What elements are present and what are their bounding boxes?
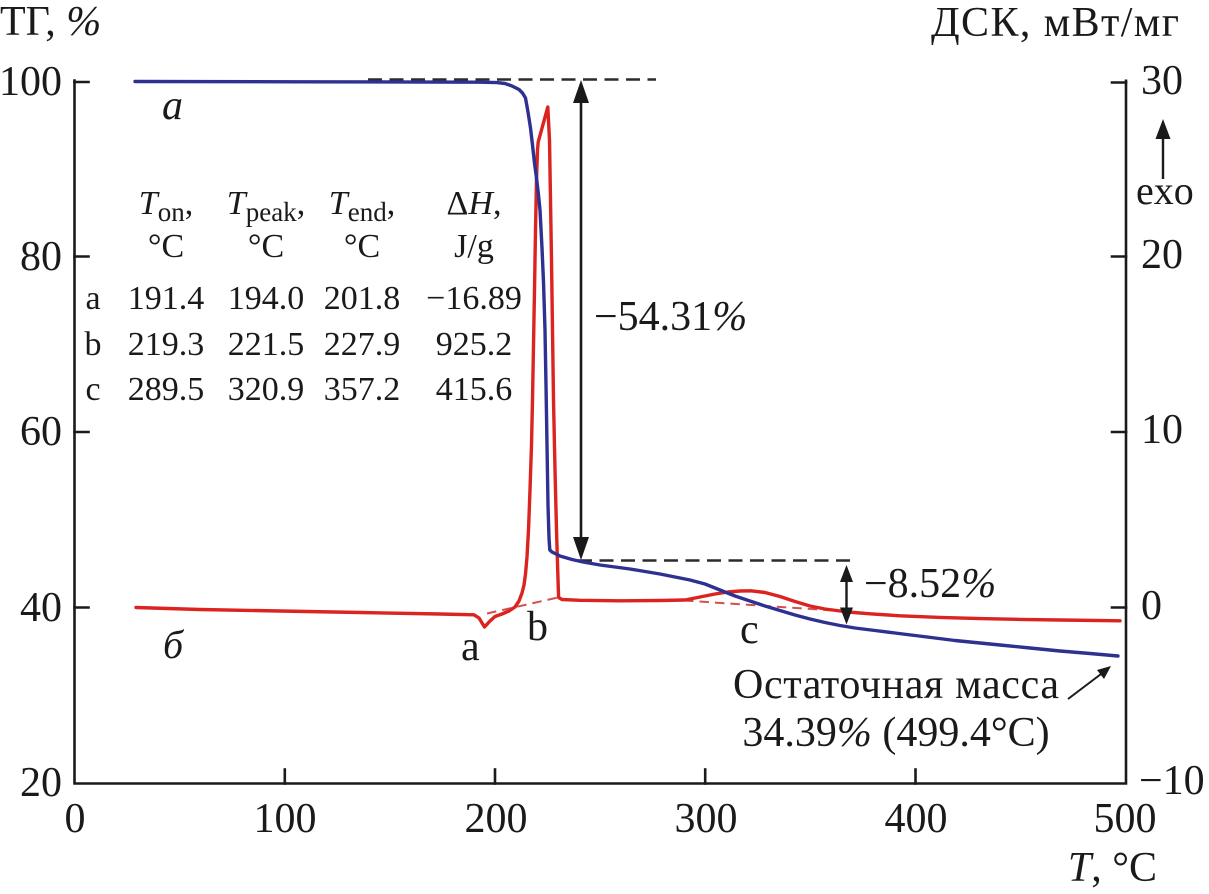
svg-text:40: 40	[20, 585, 62, 631]
svg-text:Tend,: Tend,	[329, 185, 395, 227]
svg-text:0: 0	[65, 796, 86, 842]
svg-text:−8.52%: −8.52%	[864, 561, 996, 607]
svg-text:60: 60	[20, 409, 62, 455]
svg-text:100: 100	[254, 796, 317, 842]
svg-text:415.6: 415.6	[436, 371, 513, 408]
svg-text:a: a	[162, 83, 183, 129]
svg-text:−54.31%: −54.31%	[594, 294, 747, 340]
svg-text:°C: °C	[344, 228, 380, 265]
svg-text:320.9: 320.9	[228, 371, 305, 408]
svg-text:34.39% (499.4°C): 34.39% (499.4°C)	[742, 710, 1049, 756]
svg-text:°C: °C	[148, 228, 184, 265]
svg-text:400: 400	[885, 796, 948, 842]
svg-text:201.8: 201.8	[324, 280, 401, 317]
svg-text:Ton,: Ton,	[139, 185, 193, 227]
svg-text:20: 20	[1141, 232, 1183, 278]
svg-text:J/g: J/g	[454, 228, 494, 265]
svg-text:925.2: 925.2	[436, 326, 513, 363]
svg-text:b: b	[85, 326, 102, 363]
svg-text:357.2: 357.2	[324, 371, 401, 408]
svg-text:20: 20	[20, 760, 62, 806]
svg-text:289.5: 289.5	[128, 371, 205, 408]
svg-text:Tpeak,: Tpeak,	[227, 185, 305, 227]
svg-text:°C: °C	[248, 228, 284, 265]
svg-text:500: 500	[1094, 796, 1157, 842]
svg-text:c: c	[85, 371, 100, 408]
svg-text:100: 100	[0, 59, 62, 105]
svg-text:a: a	[461, 624, 480, 670]
svg-text:219.3: 219.3	[128, 326, 205, 363]
svg-text:б: б	[163, 622, 185, 667]
svg-text:c: c	[740, 607, 759, 653]
svg-text:ДСК, мВт/мг: ДСК, мВт/мг	[931, 0, 1179, 46]
svg-text:T, °C: T, °C	[1068, 845, 1157, 891]
svg-text:80: 80	[20, 234, 62, 280]
svg-text:191.4: 191.4	[128, 280, 205, 317]
svg-text:b: b	[527, 604, 548, 650]
svg-text:300: 300	[675, 796, 738, 842]
svg-text:a: a	[85, 280, 100, 317]
svg-text:0: 0	[1141, 583, 1162, 629]
svg-text:200: 200	[465, 796, 528, 842]
svg-text:ΔH,: ΔH,	[447, 185, 502, 222]
svg-text:exo: exo	[1136, 168, 1194, 213]
svg-text:10: 10	[1141, 407, 1183, 453]
svg-text:−10: −10	[1139, 758, 1205, 804]
svg-text:221.5: 221.5	[228, 326, 305, 363]
svg-text:ТГ, %: ТГ, %	[0, 0, 101, 45]
svg-text:30: 30	[1141, 58, 1183, 104]
svg-text:−16.89: −16.89	[426, 280, 522, 317]
svg-text:194.0: 194.0	[228, 280, 305, 317]
svg-text:227.9: 227.9	[324, 326, 401, 363]
svg-text:Остаточная масса: Остаточная масса	[733, 662, 1059, 708]
